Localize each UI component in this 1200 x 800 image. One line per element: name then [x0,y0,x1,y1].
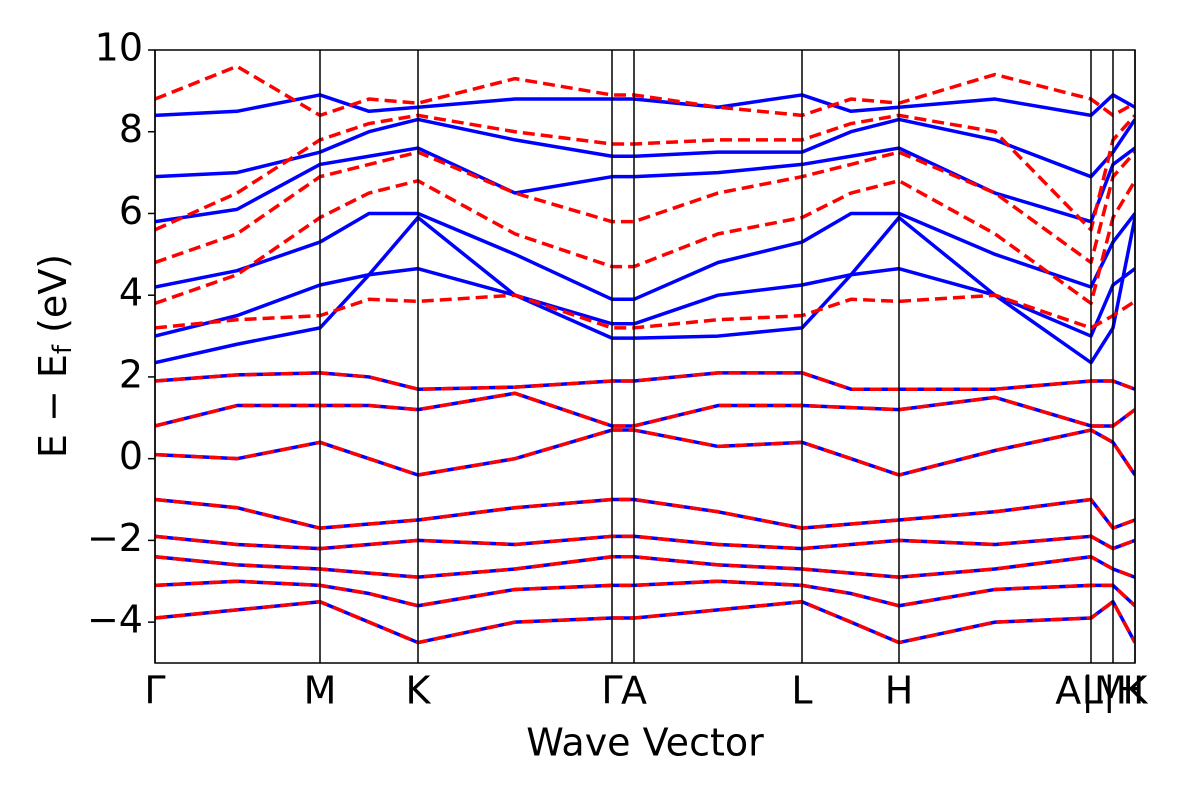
band [155,391,1135,428]
y-tick-label: −2 [87,516,143,560]
band [155,93,1135,118]
band [155,266,1135,338]
band [155,215,1135,365]
band [155,428,1135,477]
band [155,117,1135,179]
y-tick-label: 2 [119,352,143,396]
x-tick-label: L [791,669,812,713]
band [155,150,1135,265]
x-tick-label: K [406,669,432,713]
y-tick-label: 4 [119,271,143,315]
y-tick-label: 0 [119,434,143,478]
x-tick-label: Γ [601,669,622,713]
band [155,211,1135,302]
band [155,534,1135,551]
band [155,179,1135,306]
plot-area [155,64,1135,645]
x-axis-label: Wave Vector [526,721,764,765]
x-tick-label: A [621,669,647,713]
x-tick-label: K [1123,669,1149,713]
band [155,554,1135,579]
y-axis-label: E − Ef (eV) [31,254,78,458]
x-tick-label: A|M [1055,669,1127,714]
band [155,579,1135,608]
y-tick-label: 10 [95,26,143,70]
band [155,497,1135,530]
x-tick-label: L|H [1082,669,1145,714]
band [155,371,1135,391]
y-label-sub: f [48,344,78,354]
band [155,293,1135,330]
y-tick-label: −4 [87,598,143,642]
x-tick-label: M [304,669,337,713]
y-label-main: E − E [31,354,75,458]
y-label-unit: (eV) [31,254,75,345]
band [155,64,1135,118]
band [155,146,1135,224]
y-tick-label: 8 [119,107,143,151]
band [155,113,1135,232]
y-tick-label: 6 [119,189,143,233]
band [155,391,1135,428]
x-tick-label: H [885,669,914,713]
band [155,599,1135,645]
x-tick-label: Γ [144,669,165,713]
